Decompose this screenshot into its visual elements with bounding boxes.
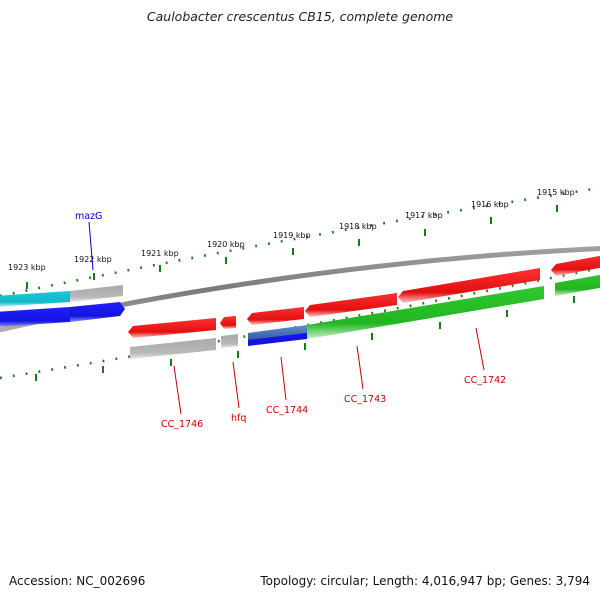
gene-feature-cyan[interactable]	[0, 291, 70, 307]
label-leaders	[88, 221, 485, 415]
gene-label-CC_1744[interactable]: CC_1744	[266, 405, 308, 416]
cds-CC_1743[interactable]	[305, 293, 397, 317]
scale-label-1921: 1921 kbp	[141, 249, 179, 258]
scale-label-1919: 1919 kbp	[273, 231, 311, 240]
scale-label-1922: 1922 kbp	[74, 255, 112, 264]
map-title: Caulobacter crescentus CB15, complete ge…	[146, 9, 454, 24]
scale-label-1918: 1918 kbp	[339, 222, 377, 231]
reverse-strand-features	[0, 273, 600, 359]
feature-CC_1744-rev-blue[interactable]	[248, 333, 307, 346]
genome-summary-text: Topology: circular; Length: 4,016,947 bp…	[260, 574, 590, 588]
cds-CC_1746[interactable]	[128, 318, 216, 338]
top-major-ticks	[26, 205, 558, 289]
bottom-major-ticks	[35, 296, 575, 381]
scale-label-1916: 1916 kbp	[471, 200, 509, 209]
gene-feature-mazG[interactable]	[70, 285, 123, 302]
gene-label-hfq[interactable]: hfq	[231, 413, 246, 424]
cds-CC_1744[interactable]	[247, 307, 304, 325]
scale-label-1915: 1915 kbp	[537, 188, 575, 197]
scale-label-1920: 1920 kbp	[207, 240, 245, 249]
forward-strand-features	[0, 254, 600, 338]
cds-CC_1742[interactable]	[398, 268, 540, 303]
gene-label-CC_1743[interactable]: CC_1743	[344, 394, 386, 405]
cds-right-edge[interactable]	[551, 254, 600, 276]
gene-label-CC_1746[interactable]: CC_1746	[161, 419, 203, 430]
accession-text: Accession: NC_002696	[9, 574, 146, 588]
cds-right-edge-rev[interactable]	[555, 273, 600, 296]
cds-CC_1743-1742-rev[interactable]	[307, 286, 544, 339]
gene-feature-blue[interactable]	[0, 307, 70, 327]
feature-CC_1746-rev[interactable]	[130, 338, 216, 359]
scale-label-1923: 1923 kbp	[8, 263, 46, 272]
gene-label-CC_1742[interactable]: CC_1742	[464, 375, 506, 386]
cds-hfq[interactable]	[220, 316, 236, 329]
scale-label-1917: 1917 kbp	[405, 211, 443, 220]
feature-hfq-rev[interactable]	[221, 334, 238, 348]
gene-feature-blue-arrow[interactable]	[70, 302, 125, 322]
gene-label-mazG[interactable]: mazG	[75, 211, 102, 222]
feature-CC_1744-rev-steel[interactable]	[248, 325, 307, 342]
